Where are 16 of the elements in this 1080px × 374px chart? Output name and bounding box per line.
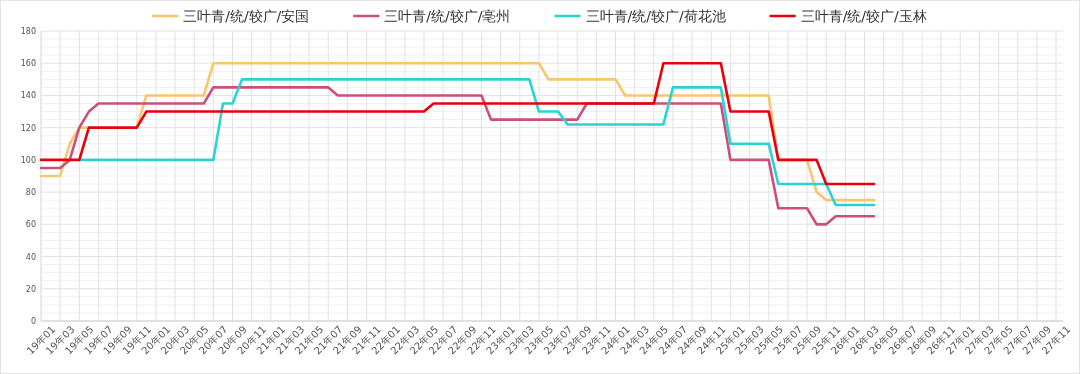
legend-label: 三叶青/统/较广/亳州 [384, 8, 511, 24]
y-tick-label: 100 [20, 155, 36, 165]
y-tick-label: 20 [25, 284, 36, 294]
y-tick-label: 160 [20, 59, 36, 69]
legend-label: 三叶青/统/较广/玉林 [800, 8, 927, 24]
y-tick-label: 0 [30, 317, 36, 326]
legend-label: 三叶青/统/较广/安国 [183, 8, 310, 24]
y-tick-label: 40 [25, 252, 36, 262]
y-tick-label: 120 [20, 123, 36, 133]
y-tick-label: 80 [25, 188, 36, 198]
legend-label: 三叶青/统/较广/荷花池 [585, 8, 726, 24]
y-tick-label: 180 [20, 27, 36, 36]
line-series [39, 86, 876, 226]
line-series [78, 78, 876, 207]
y-tick-label: 140 [20, 91, 36, 101]
y-tick-label: 60 [25, 220, 36, 230]
